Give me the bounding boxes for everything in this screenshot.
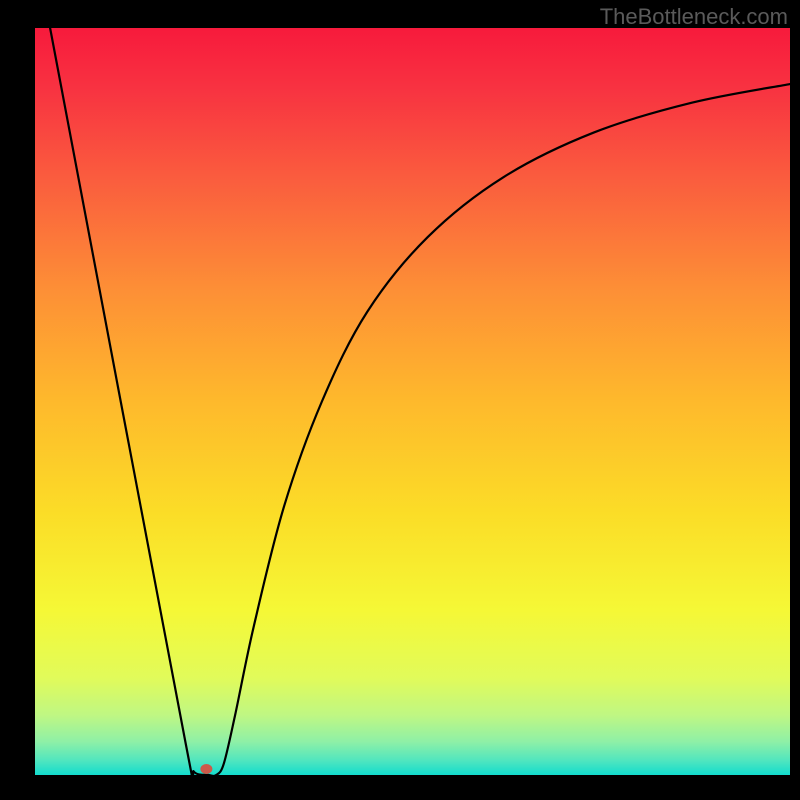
chart-background xyxy=(35,28,790,775)
chart-svg xyxy=(0,0,800,800)
watermark-text: TheBottleneck.com xyxy=(600,4,788,30)
optimal-point-marker xyxy=(200,764,212,774)
bottleneck-chart: TheBottleneck.com xyxy=(0,0,800,800)
